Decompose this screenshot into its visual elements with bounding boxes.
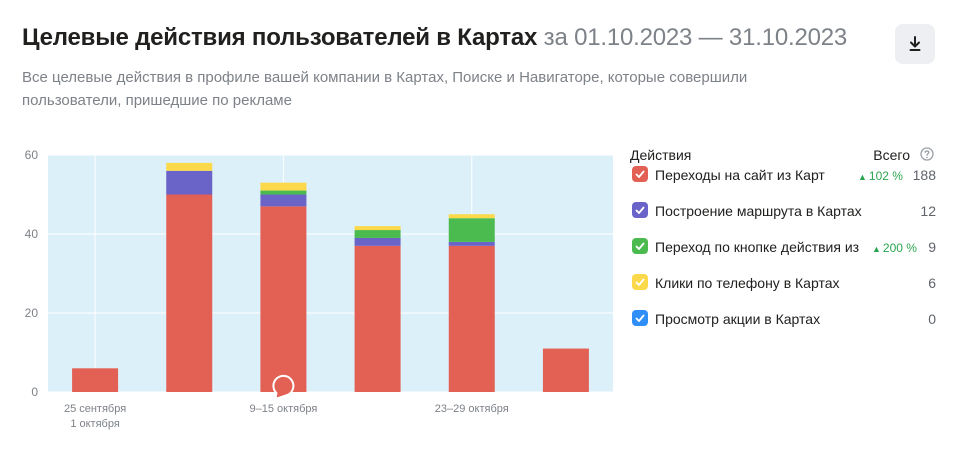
bar-segment — [260, 182, 307, 191]
trend-up-icon: ▲ — [872, 244, 881, 254]
legend-item-total: 188 — [912, 167, 936, 183]
bar-segment — [542, 348, 589, 392]
x-tick-label: 9–15 октября — [250, 403, 318, 415]
checkbox-promo-views[interactable] — [632, 310, 648, 326]
legend-item-label: Просмотр акции в Картах — [655, 311, 821, 327]
legend-item-label: Переходы на сайт из Карт — [655, 167, 825, 183]
bar-segment — [354, 226, 401, 231]
trend-up-badge: ▲ 200 % — [872, 241, 917, 255]
question-circle-icon[interactable] — [920, 147, 934, 161]
title-text: Целевые действия пользователей в Картах — [22, 24, 538, 51]
bar-segment — [448, 214, 495, 219]
checkbox-site-visits[interactable] — [632, 166, 648, 182]
trend-up-badge: ▲ 102 % — [858, 169, 903, 183]
legend-item-total: 0 — [928, 311, 936, 327]
checkbox-phone-clicks[interactable] — [632, 274, 648, 290]
legend-header: Действия Всего — [630, 145, 938, 165]
legend-item-label: Клики по телефону в Картах — [655, 275, 840, 291]
legend-item-total: 6 — [928, 275, 936, 291]
download-button[interactable] — [895, 24, 935, 64]
bar-segment — [166, 194, 213, 392]
legend-item-label: Переход по кнопке действия из Карт — [655, 239, 863, 255]
legend-title: Действия — [630, 147, 692, 163]
y-tick-label: 20 — [25, 306, 39, 320]
bar-segment — [72, 368, 119, 392]
legend-item-total: 12 — [920, 203, 936, 219]
bar-segment — [448, 218, 495, 242]
bar-segment — [260, 190, 307, 195]
bar-segment — [354, 230, 401, 238]
checkbox-action-button[interactable] — [632, 238, 648, 254]
trend-value: 200 % — [882, 241, 917, 255]
check-icon — [635, 206, 645, 214]
stacked-bar-chart: 0 20 40 60 25 сентября 1 октября 9–15 октября 2… — [25, 148, 613, 430]
bar-segment — [448, 245, 495, 392]
x-tick-label: 1 октября — [70, 418, 120, 430]
x-tick-label: 23–29 октября — [435, 403, 509, 415]
page-title: Целевые действия пользователей в Картах … — [22, 24, 847, 52]
bar-segment — [166, 162, 213, 171]
period-text: за 01.10.2023 — 31.10.2023 — [543, 24, 848, 51]
y-tick-label: 0 — [31, 385, 38, 399]
x-tick-label: 25 сентября — [64, 403, 126, 415]
bar-segment — [354, 245, 401, 392]
trend-value: 102 % — [868, 169, 903, 183]
trend-up-icon: ▲ — [858, 172, 867, 182]
legend-item-site-visits[interactable]: Переходы на сайт из Карт ▲ 102 % 188 — [630, 165, 938, 201]
legend-item-phone-clicks[interactable]: Клики по телефону в Картах 6 — [630, 273, 938, 309]
legend-item-label: Построение маршрута в Картах — [655, 203, 862, 219]
bar-segment — [260, 206, 307, 392]
bar-segment — [166, 170, 213, 195]
plot-area — [48, 155, 613, 392]
checkbox-routes[interactable] — [632, 202, 648, 218]
legend-item-routes[interactable]: Построение маршрута в Картах 12 — [630, 201, 938, 237]
check-icon — [635, 242, 645, 250]
bar-segment — [354, 237, 401, 246]
check-icon — [635, 170, 645, 178]
y-tick-label: 40 — [25, 227, 39, 241]
check-icon — [635, 314, 645, 322]
legend: Действия Всего Переходы на сайт из Карт … — [630, 145, 938, 345]
bar-segment — [448, 241, 495, 246]
bar-segment — [260, 194, 307, 207]
legend-item-total: 9 — [928, 239, 936, 255]
comment-marker-icon — [272, 374, 295, 401]
download-icon — [909, 36, 921, 51]
page-subtitle: Все целевые действия в профиле вашей ком… — [22, 69, 748, 109]
legend-item-promo-views[interactable]: Просмотр акции в Картах 0 — [630, 309, 938, 345]
y-tick-label: 60 — [25, 148, 39, 162]
check-icon — [635, 278, 645, 286]
legend-item-action-button[interactable]: Переход по кнопке действия из Карт ▲200 … — [630, 237, 938, 273]
legend-total-label: Всего — [873, 147, 910, 163]
